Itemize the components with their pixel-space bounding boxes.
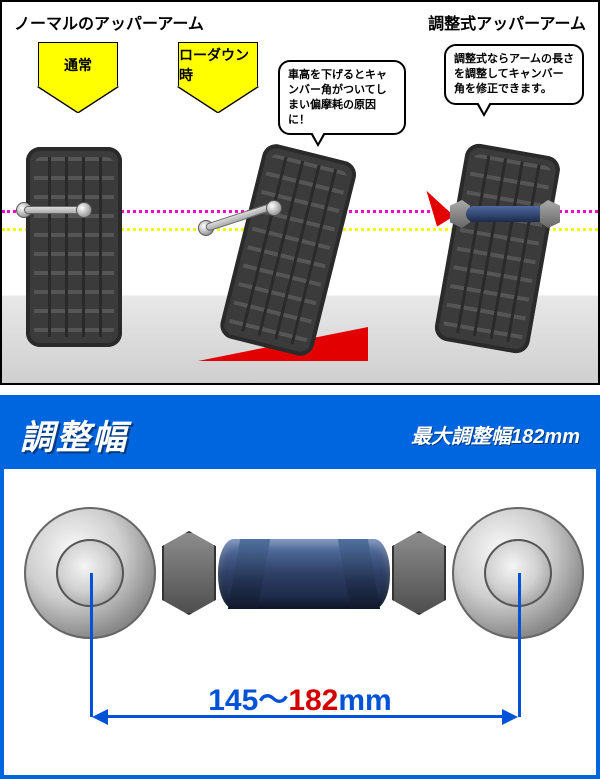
diagram-panel: ノーマルのアッパーアーム 調整式アッパーアーム 通常 ローダウン時 車高を下げる… [0,0,600,385]
hex-nut-left [162,531,216,615]
arrow-lowered: ローダウン時 [178,42,258,112]
normal-upper-arm-title: ノーマルのアッパーアーム [14,10,204,34]
product-area: 145～182mm [4,469,596,769]
arm-end [266,200,282,216]
arm-bar-normal [24,206,82,214]
speech-adjustable: 調整式ならアームの長さを調整してキャンバー角を修正できます。 [444,44,584,105]
arm-end [76,202,92,218]
hex-nut-right [392,531,446,615]
adjustable-arm-icon [450,194,560,234]
arrow-normal-label: 通常 [64,55,92,75]
adjustable-upper-arm-title: 調整式アッパーアーム [428,10,586,34]
arrow-lowered-label: ローダウン時 [179,45,257,85]
adjustment-range-panel: 調整幅 最大調整幅182mm 145～182mm [0,395,600,779]
adjustment-range-subtitle: 最大調整幅182mm [411,420,580,449]
dimension-label: 145～182mm [4,675,596,719]
arrow-normal: 通常 [38,42,118,112]
turnbuckle-barrel [218,539,390,609]
speech-lowered: 車高を下げるとキャンバー角がついてしまい偏摩耗の原因に！ [278,60,406,135]
camber-correction-arrow-icon [418,185,454,226]
panel-header: 調整幅 最大調整幅182mm [4,399,596,469]
tire-adjustable [433,142,562,356]
tire-normal [26,147,122,347]
adjustment-range-title: 調整幅 [20,410,128,459]
